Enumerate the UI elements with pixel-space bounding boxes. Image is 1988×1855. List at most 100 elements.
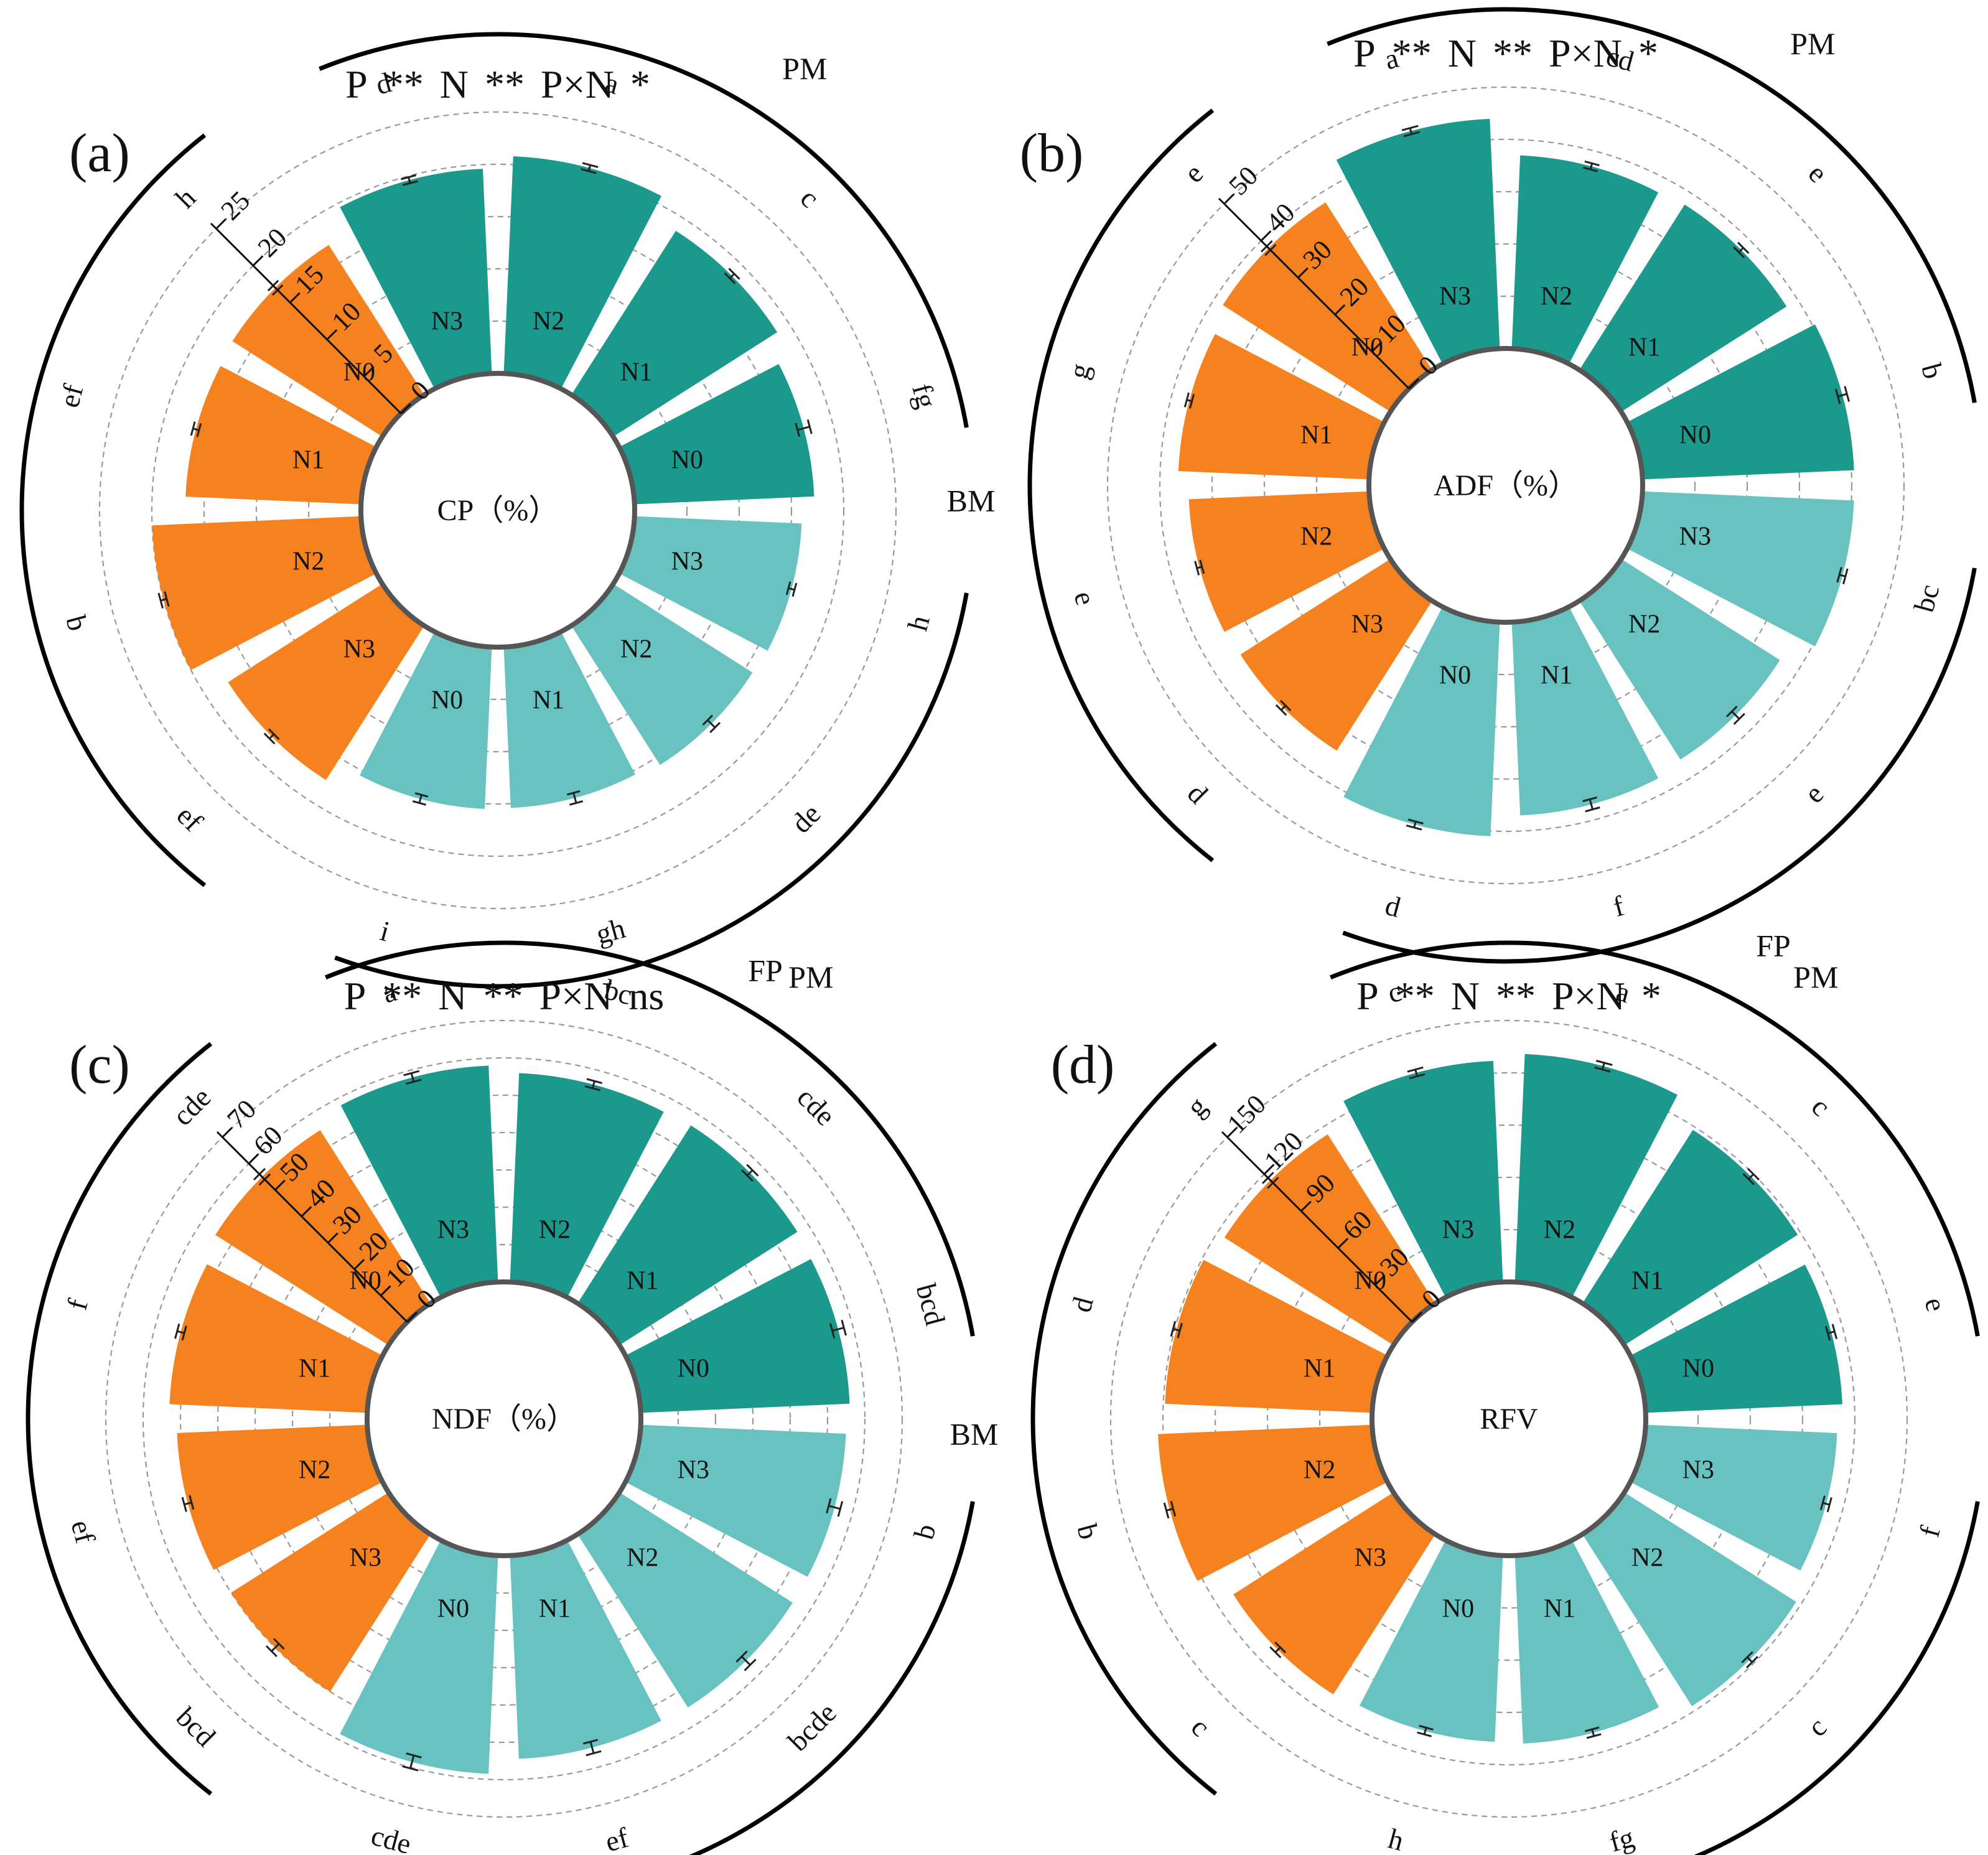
panel-c: N0cdeN1fN2efN3bcdN3aN2bcN1cdeN0bcdN3bN2b…	[26, 940, 975, 1855]
errorbar-FP-N0	[1413, 821, 1417, 828]
errorcap-PM-N3-1	[1407, 1066, 1424, 1073]
bar-PM-N3	[340, 169, 492, 389]
errorcap-PM-N3-0	[402, 180, 418, 187]
significance-token: N	[440, 62, 469, 106]
bar-BM-N2	[1188, 491, 1384, 632]
significance-token: **	[1395, 974, 1435, 1018]
bar-FP-N2	[1582, 1492, 1796, 1706]
letter-BM-N1: d	[1065, 1294, 1099, 1315]
errorcap-FP-N1-1	[586, 1750, 602, 1757]
panel-d: N0gN1dN2bN3cN3cN2aN1cN0eN3fN2cN1fgN0hRFV…	[950, 940, 1980, 1855]
bar-PM-N0	[1627, 324, 1854, 480]
bar-PM-N0	[1630, 1264, 1842, 1413]
group-arc-PM	[1327, 7, 1977, 403]
significance-token: P×N	[539, 974, 613, 1018]
errorcap-BM-N1-0	[181, 1325, 187, 1341]
errorcap-FP-N2-0	[702, 714, 713, 726]
errorcap-PM-N3-0	[1403, 131, 1420, 138]
errorcap-FP-N3-1	[1826, 1497, 1832, 1513]
group-arc-FP	[689, 1501, 975, 1855]
errorcap-BM-N2-1	[1163, 1502, 1170, 1519]
letter-FP-N1: gh	[592, 912, 628, 950]
errorbar-FP-N3	[828, 1505, 841, 1510]
bar-BM-N3	[228, 584, 424, 780]
errorcap-PM-N2-1	[582, 162, 599, 169]
errorcap-FP-N0-0	[1419, 1724, 1434, 1731]
group-arc-PM	[319, 32, 969, 428]
errorcap-FP-N1-0	[567, 790, 581, 796]
errorcap-PM-N2-0	[1594, 1066, 1611, 1073]
bar-label-BM-N3: N3	[1355, 1544, 1386, 1572]
letter-FP-N3: f	[1913, 1523, 1946, 1541]
bar-label-FP-N0: N0	[431, 686, 463, 714]
bar-label-PM-N2: N2	[1541, 283, 1572, 311]
errorbar-BM-N3	[268, 733, 275, 740]
errorcap-PM-N1-0	[724, 272, 736, 284]
errorcap-FP-N1-1	[1585, 806, 1600, 813]
letter-PM-N1: c	[1806, 1091, 1837, 1123]
errorcap-BM-N3-0	[1274, 1641, 1287, 1653]
group-arc-PM	[325, 940, 975, 1337]
bar-label-FP-N2: N2	[627, 1544, 658, 1572]
errorcap-PM-N1-0	[1742, 1173, 1755, 1185]
letter-BM-N2: b	[60, 612, 94, 634]
axis-tick-0	[1408, 378, 1420, 390]
significance-token: N	[1451, 974, 1480, 1018]
errorcap-PM-N0-1	[1831, 1324, 1838, 1339]
errorbar-PM-N0	[1827, 1330, 1835, 1335]
bar-label-BM-N3: N3	[350, 1544, 381, 1572]
errorcap-PM-N2-0	[1583, 166, 1598, 172]
errorcap-BM-N2-0	[1170, 1500, 1177, 1517]
axis-tick-15	[289, 292, 301, 304]
errorcap-FP-N0-1	[412, 800, 426, 806]
panel-a: N0hN1efN2bN3efN3dN2aN1cN0fgN3hN2deN1ghN0…	[19, 32, 969, 989]
letter-FP-N2: e	[1798, 778, 1830, 810]
bar-BM-N1	[1178, 334, 1384, 480]
group-arc-BM	[19, 133, 207, 887]
letter-BM-N3: c	[1185, 1711, 1217, 1743]
letter-BM-N3: ef	[170, 799, 209, 838]
radial-axis	[1218, 197, 1410, 390]
bar-FP-N1	[510, 1540, 661, 1759]
bar-label-PM-N3: N3	[1439, 283, 1471, 311]
bar-label-BM-N2: N2	[299, 1456, 330, 1485]
errorcap-BM-N3-1	[263, 732, 276, 745]
errorbar-PM-N1	[1748, 1173, 1755, 1180]
inner-circle	[1370, 1279, 1648, 1558]
group-label-FP: FP	[1756, 928, 1791, 963]
bar-BM-N1	[185, 366, 376, 505]
gridline-70	[105, 1019, 903, 1818]
errorbar-PM-N3	[408, 177, 411, 184]
gridline-10	[1315, 295, 1696, 676]
errorcap-BM-N3-1	[1275, 704, 1287, 716]
bar-label-FP-N0: N0	[1439, 661, 1471, 689]
axis-tick-50	[274, 1179, 286, 1191]
gridline-90	[1214, 1124, 1804, 1714]
radial-axis	[210, 222, 402, 414]
axis-tick-10	[1371, 341, 1383, 353]
gridline-20	[151, 163, 845, 857]
bar-label-FP-N2: N2	[1631, 1544, 1663, 1572]
errorcap-BM-N1-0	[196, 423, 202, 437]
gridline-40	[1159, 138, 1853, 833]
bar-FP-N1	[1514, 1540, 1659, 1744]
errorcap-FP-N0-0	[1407, 818, 1424, 825]
bar-label-BM-N2: N2	[1300, 523, 1332, 551]
letter-FP-N1: fg	[1606, 1821, 1637, 1855]
errorcap-FP-N1-1	[1586, 1733, 1602, 1739]
axis-tick-120	[1263, 1164, 1275, 1175]
axis-tick-20	[1334, 304, 1346, 315]
bar-PM-N1	[571, 230, 778, 437]
errorcap-BM-N1-1	[190, 421, 196, 436]
errorbar-PM-N0	[832, 1327, 844, 1332]
axis-tick-25	[215, 218, 227, 230]
significance-token: **	[1392, 31, 1432, 75]
bar-FP-N3	[619, 516, 802, 651]
gridline-30	[254, 1169, 754, 1669]
errorbar-FP-N3	[788, 587, 795, 591]
errorcap-FP-N1-0	[1582, 796, 1597, 802]
errorbar-BM-N3	[1280, 704, 1287, 711]
errorbar-PM-N3	[410, 1073, 415, 1082]
bar-label-PM-N2: N2	[539, 1216, 571, 1245]
bar-PM-N3	[340, 1065, 498, 1297]
